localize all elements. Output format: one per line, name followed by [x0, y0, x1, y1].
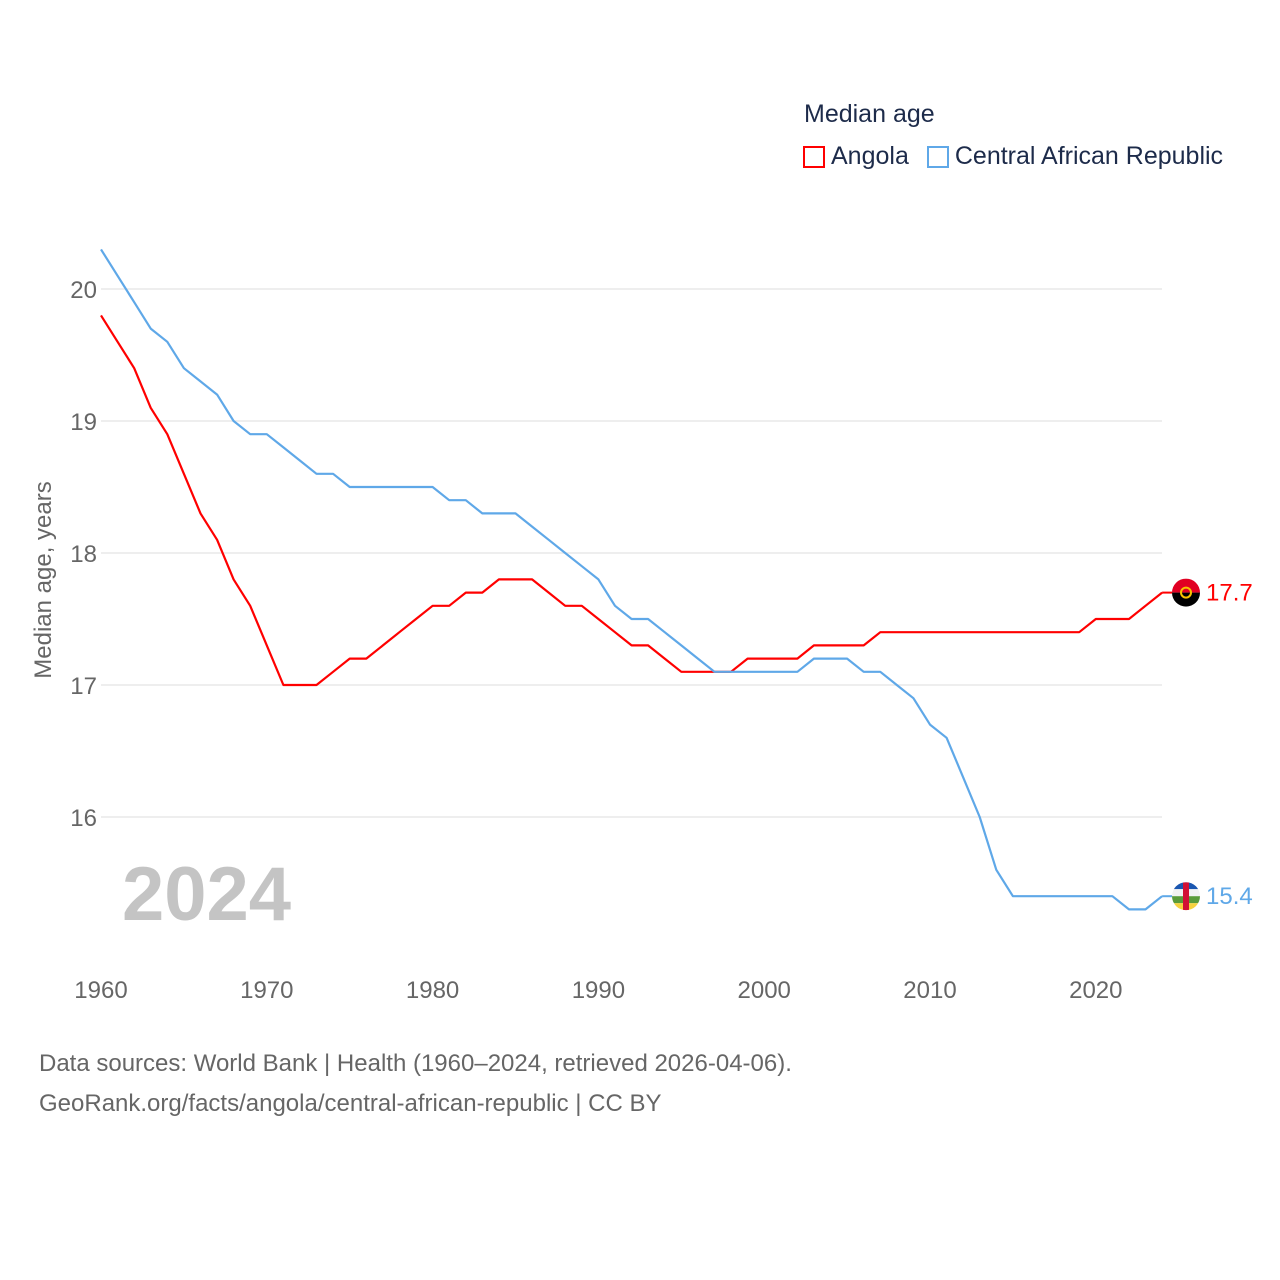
x-tick-label: 2000: [738, 977, 791, 1004]
x-tick-label: 1990: [572, 977, 625, 1004]
series-line-car: [100, 248, 1163, 911]
source-line-1: Data sources: World Bank | Health (1960–…: [39, 1050, 792, 1077]
legend-item-car[interactable]: Central African Republic: [926, 142, 1224, 171]
y-tick-label: 20: [70, 277, 97, 304]
source-note: Data sources: World Bank | Health (1960–…: [39, 1044, 792, 1124]
legend-swatch-angola: [803, 145, 825, 168]
y-axis-label: Median age, years: [30, 481, 57, 678]
series-line-angola: [100, 314, 1163, 687]
flag-stripe-red: [1172, 578, 1200, 593]
x-tick-label: 1960: [74, 977, 127, 1004]
y-tick-label: 16: [70, 805, 97, 832]
year-watermark: 2024: [122, 852, 291, 937]
x-tick-label: 2010: [903, 977, 956, 1004]
source-line-2[interactable]: GeoRank.org/facts/angola/central-african…: [39, 1090, 662, 1117]
end-value-label: 15.4: [1206, 883, 1253, 910]
y-tick-label: 17: [70, 673, 97, 700]
legend-title: Median age: [804, 100, 935, 128]
x-tick-label: 1980: [406, 977, 459, 1004]
flag-body: [1172, 578, 1200, 607]
legend-item-angola[interactable]: Angola: [803, 142, 909, 171]
angola-flag-icon: [1172, 578, 1200, 607]
car-flag-icon: [1172, 882, 1200, 911]
y-tick-label: 18: [70, 541, 97, 568]
flag-emblem: [1180, 586, 1192, 599]
x-tick-label: 2020: [1069, 977, 1122, 1004]
legend-label: Central African Republic: [954, 142, 1224, 170]
x-tick-label: 1970: [240, 977, 293, 1004]
y-tick-label: 19: [70, 409, 97, 436]
end-value-label: 17.7: [1206, 580, 1253, 607]
flag-stripe-red: [1183, 882, 1189, 911]
legend-label: Angola: [831, 142, 909, 170]
flag-stripe-black: [1172, 592, 1200, 607]
legend: Angola Central African Republic: [803, 142, 1223, 171]
legend-swatch-car: [926, 145, 949, 168]
flag-body: [1172, 882, 1200, 911]
